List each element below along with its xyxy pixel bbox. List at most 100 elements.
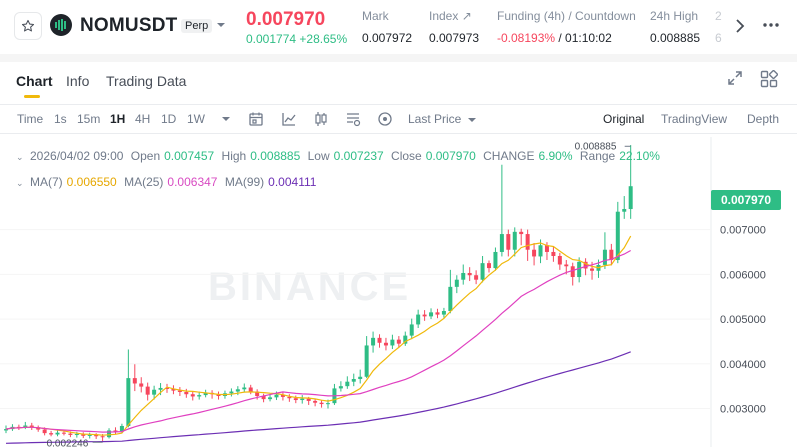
candle-body	[165, 387, 169, 389]
candle-body	[42, 429, 47, 434]
candle-body	[338, 386, 343, 389]
faded-stat-label: 2	[715, 9, 722, 23]
candle-body	[358, 376, 363, 380]
candle-body	[461, 272, 466, 280]
candle-body	[235, 389, 240, 392]
interval-1w[interactable]: 1W	[187, 112, 205, 126]
candle-body	[61, 432, 66, 434]
view-original[interactable]: Original	[603, 112, 645, 126]
candle-body	[261, 396, 266, 400]
candle-body	[23, 425, 28, 428]
candle-body	[467, 272, 472, 276]
interval-1s[interactable]: 1s	[54, 112, 67, 126]
high-marker-label: 0.008885	[575, 141, 617, 152]
candle-body	[487, 263, 491, 269]
interval-dropdown-caret-icon[interactable]	[218, 111, 234, 127]
candle-style-icon[interactable]	[313, 111, 329, 127]
interval-4h[interactable]: 4H	[135, 112, 151, 126]
stat-value: 0.008885	[650, 31, 701, 45]
candle-body	[435, 312, 440, 315]
candle-body	[319, 402, 324, 405]
candle-body	[390, 339, 395, 346]
candle-body	[532, 249, 537, 257]
candle-body	[583, 261, 588, 269]
faded-stat-value: 6	[715, 31, 722, 45]
interval-time[interactable]: Time	[17, 112, 44, 126]
legend-open-label: Open	[130, 149, 161, 163]
candlestick-chart[interactable]: BINANCE 0.008885 0.002246 0.007000 0.00600…	[0, 137, 797, 447]
chart-toolbar: Time 1s 15m 1H 4H 1D 1W Last Price Origi…	[0, 104, 797, 134]
candle-body	[29, 425, 34, 428]
candle-body	[81, 434, 86, 436]
ohlc-legend: ⌄ 2026/04/02 09:00 Open 0.007457 High 0.008…	[16, 149, 664, 163]
candle-body	[203, 392, 208, 396]
candle-body	[126, 378, 131, 426]
price-change-pct: +28.65%	[299, 32, 348, 46]
candle-body	[590, 268, 595, 271]
target-icon[interactable]	[377, 111, 393, 127]
faded-stat: 2 6	[715, 9, 722, 45]
legend-date: 2026/04/02 09:00	[30, 149, 124, 163]
more-options-button[interactable]	[760, 14, 782, 36]
layout-grid-icon[interactable]	[760, 70, 778, 88]
chart-canvas[interactable]: 0.008885 0.002246 0.007000 0.006000 0.00500…	[0, 137, 797, 447]
favorite-star-button[interactable]	[14, 12, 42, 40]
candle-body	[615, 211, 620, 261]
candle-body	[448, 286, 453, 312]
candle-body	[351, 379, 356, 382]
price-tick-label: 0.004000	[720, 359, 766, 371]
candle-body	[177, 390, 182, 392]
caret-down-icon[interactable]	[216, 20, 226, 30]
ma99-label: MA(99)	[224, 175, 265, 189]
symbol-name[interactable]: NOMUSDT	[80, 15, 178, 36]
legend-low-label: Low	[307, 149, 330, 163]
candle-body	[570, 266, 575, 278]
last-price: 0.007970	[246, 9, 326, 30]
tab-chart[interactable]: Chart	[16, 73, 53, 89]
price-type-select[interactable]: Last Price	[408, 112, 477, 126]
low-marker-label: 0.002246	[47, 438, 89, 447]
view-depth[interactable]: Depth	[747, 112, 780, 126]
candle-body	[287, 396, 292, 399]
star-icon	[21, 19, 35, 32]
ma25-value: 0.006347	[167, 175, 218, 189]
calendar-icon[interactable]	[248, 111, 264, 127]
interval-15m[interactable]: 15m	[77, 112, 101, 126]
legend-range: 22.10%	[619, 149, 660, 163]
legend-change: 6.90%	[538, 149, 573, 163]
view-tradingview[interactable]: TradingView	[661, 112, 728, 126]
chart-settings-icon[interactable]	[345, 111, 361, 127]
stat-value: 0.007972	[362, 31, 413, 45]
tab-info[interactable]: Info	[66, 73, 90, 89]
price-tick-label: 0.003000	[720, 404, 766, 416]
legend-close: 0.007970	[425, 149, 476, 163]
legend-close-label: Close	[391, 149, 422, 163]
expand-icon[interactable]	[727, 70, 743, 86]
interval-1d[interactable]: 1D	[161, 112, 177, 126]
candle-body	[609, 249, 614, 261]
ma7-line	[5, 235, 632, 436]
candle-body	[300, 398, 305, 401]
candle-body	[49, 433, 54, 435]
scroll-stats-button[interactable]	[730, 15, 750, 37]
tab-trading-data[interactable]: Trading Data	[106, 73, 187, 89]
candle-body	[55, 432, 60, 435]
interval-1h[interactable]: 1H	[110, 112, 126, 126]
candle-body	[403, 335, 408, 344]
funding-countdown: / 01:10:02	[555, 31, 612, 45]
current-price-tag: 0.007970	[711, 190, 781, 210]
stat-label: 24h High	[650, 9, 699, 23]
collapse-caret-icon[interactable]: ⌄	[16, 178, 24, 188]
ma99-line	[5, 351, 631, 444]
indicator-icon[interactable]	[281, 111, 297, 127]
active-tab-indicator	[24, 95, 40, 98]
index-price-stat[interactable]: Index ↗ 0.007973	[429, 9, 479, 45]
legend-high: 0.008885	[250, 149, 301, 163]
collapse-caret-icon[interactable]: ⌄	[16, 152, 24, 162]
candle-body	[255, 391, 260, 397]
price-change: 0.001774 +28.65%	[246, 32, 347, 46]
candle-body	[422, 314, 427, 317]
candle-body	[326, 403, 330, 405]
price-tick-label: 0.006000	[720, 269, 766, 281]
candle-body	[474, 275, 479, 280]
